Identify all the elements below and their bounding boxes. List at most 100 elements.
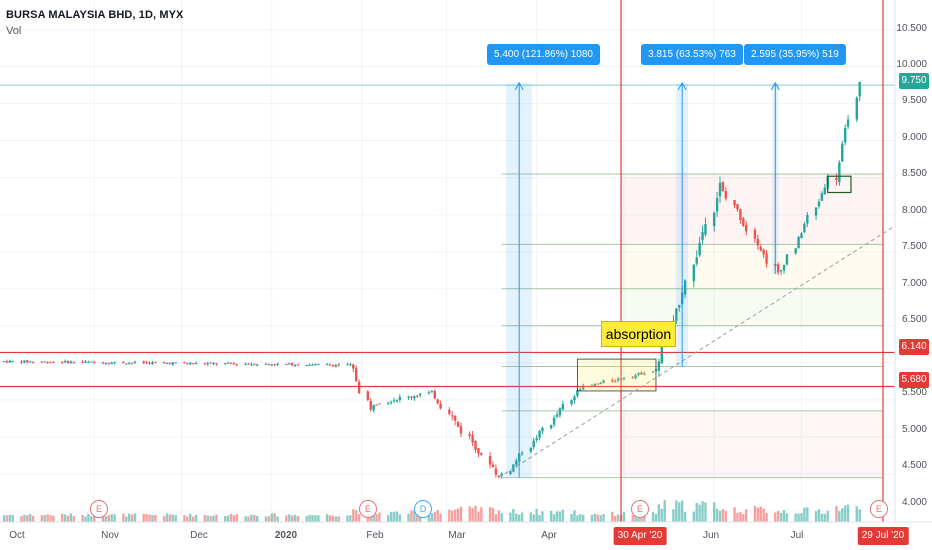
candle-body [267, 363, 271, 365]
candle-body [739, 209, 742, 220]
earnings-marker[interactable]: E [631, 500, 649, 518]
candle-body [474, 440, 477, 450]
volume-bar [171, 514, 175, 522]
earnings-marker[interactable]: E [90, 500, 108, 518]
candle-body [40, 361, 44, 363]
volume-bar [61, 513, 64, 522]
volume-bar [212, 515, 215, 522]
volume-bar [643, 511, 646, 522]
candle-body [253, 364, 256, 366]
candle-body [541, 427, 544, 432]
volume-bar [148, 514, 151, 522]
candle-body [803, 223, 806, 233]
volume-bar [226, 515, 230, 522]
volume-bar [189, 513, 192, 522]
candle-body [317, 363, 320, 365]
volume-bar [806, 507, 809, 522]
candle-body [162, 361, 166, 363]
candle-body [756, 238, 760, 246]
volume-bar [712, 502, 716, 522]
candle-body [28, 361, 32, 363]
y-tick-label: 5.000 [901, 424, 927, 435]
measure-label-1[interactable]: 5.400 (121.86%) 1080 [487, 44, 600, 65]
volume-bar [602, 514, 605, 522]
candle-body [745, 225, 748, 232]
volume-bar [264, 516, 268, 522]
volume-bar [675, 500, 678, 522]
volume-bar [451, 510, 454, 522]
volume-bar [145, 513, 148, 522]
earnings-marker[interactable]: E [870, 500, 888, 518]
earnings-marker[interactable]: E [359, 500, 377, 518]
candle-body [264, 363, 268, 365]
candle-body [634, 375, 637, 379]
volume-bar [742, 514, 745, 522]
candle-body [154, 361, 157, 363]
candle-body [701, 232, 704, 241]
volume-bar [593, 513, 597, 522]
volume-bar [835, 506, 838, 522]
volume-bar [494, 514, 498, 522]
volume-bar [311, 515, 314, 522]
volume-bar [570, 514, 573, 522]
candle-body [337, 364, 340, 366]
x-tick-label: Jun [702, 530, 720, 541]
volume-bar [611, 511, 614, 522]
candle-body [224, 363, 227, 365]
volume-bar [407, 513, 410, 522]
volume-bar [558, 511, 562, 522]
volume-bar [317, 515, 320, 522]
volume-bar [416, 512, 419, 522]
measure-label-2[interactable]: 3.815 (63.53%) 763 [641, 44, 743, 65]
volume-bar [576, 515, 579, 522]
measure-label-3[interactable]: 2.595 (35.95%) 519 [744, 44, 846, 65]
candle-body [20, 361, 23, 363]
candle-body [579, 389, 582, 391]
candle-body [331, 365, 335, 367]
volume-bar [765, 512, 768, 522]
volume-bar [782, 510, 786, 522]
absorption-annotation[interactable]: absorption [601, 321, 676, 347]
candle-body [794, 248, 797, 254]
candle-body [133, 361, 137, 363]
candle-body [614, 380, 617, 382]
volume-bar [63, 514, 67, 522]
dividend-marker[interactable]: D [414, 500, 432, 518]
candle-body [675, 308, 678, 321]
candle-body [215, 363, 218, 365]
volume-bar [858, 509, 861, 522]
volume-bar [843, 505, 847, 522]
candle-body [593, 384, 597, 387]
volume-bar [427, 515, 431, 522]
volume-bar [247, 516, 250, 522]
volume-bar [151, 515, 154, 522]
candle-body [69, 361, 73, 364]
candle-body [81, 361, 84, 363]
volume-bar [582, 514, 585, 522]
candle-body [573, 396, 576, 401]
fib-zone [621, 288, 883, 326]
candle-body [678, 304, 681, 308]
absorption-zone [576, 358, 657, 392]
y-tick-label: 7.000 [901, 278, 927, 289]
volume-bar [413, 510, 416, 522]
volume-bar [224, 516, 227, 522]
candle-body [800, 233, 803, 239]
candle-body [101, 362, 105, 364]
volume-bar [800, 513, 803, 522]
volume-bar [81, 515, 84, 522]
volume-bar [718, 511, 722, 522]
volume-bar [838, 511, 841, 522]
volume-bar [855, 506, 859, 522]
candle-body [378, 403, 381, 405]
resistance-level-badge: 6.140 [899, 339, 929, 355]
candle-body [127, 362, 131, 364]
volume-bar [357, 514, 361, 522]
candle-body [570, 400, 573, 405]
candle-body [11, 361, 14, 363]
candle-body [718, 182, 722, 197]
volume-indicator-label[interactable]: Vol [6, 25, 22, 37]
volume-bar [49, 515, 52, 522]
